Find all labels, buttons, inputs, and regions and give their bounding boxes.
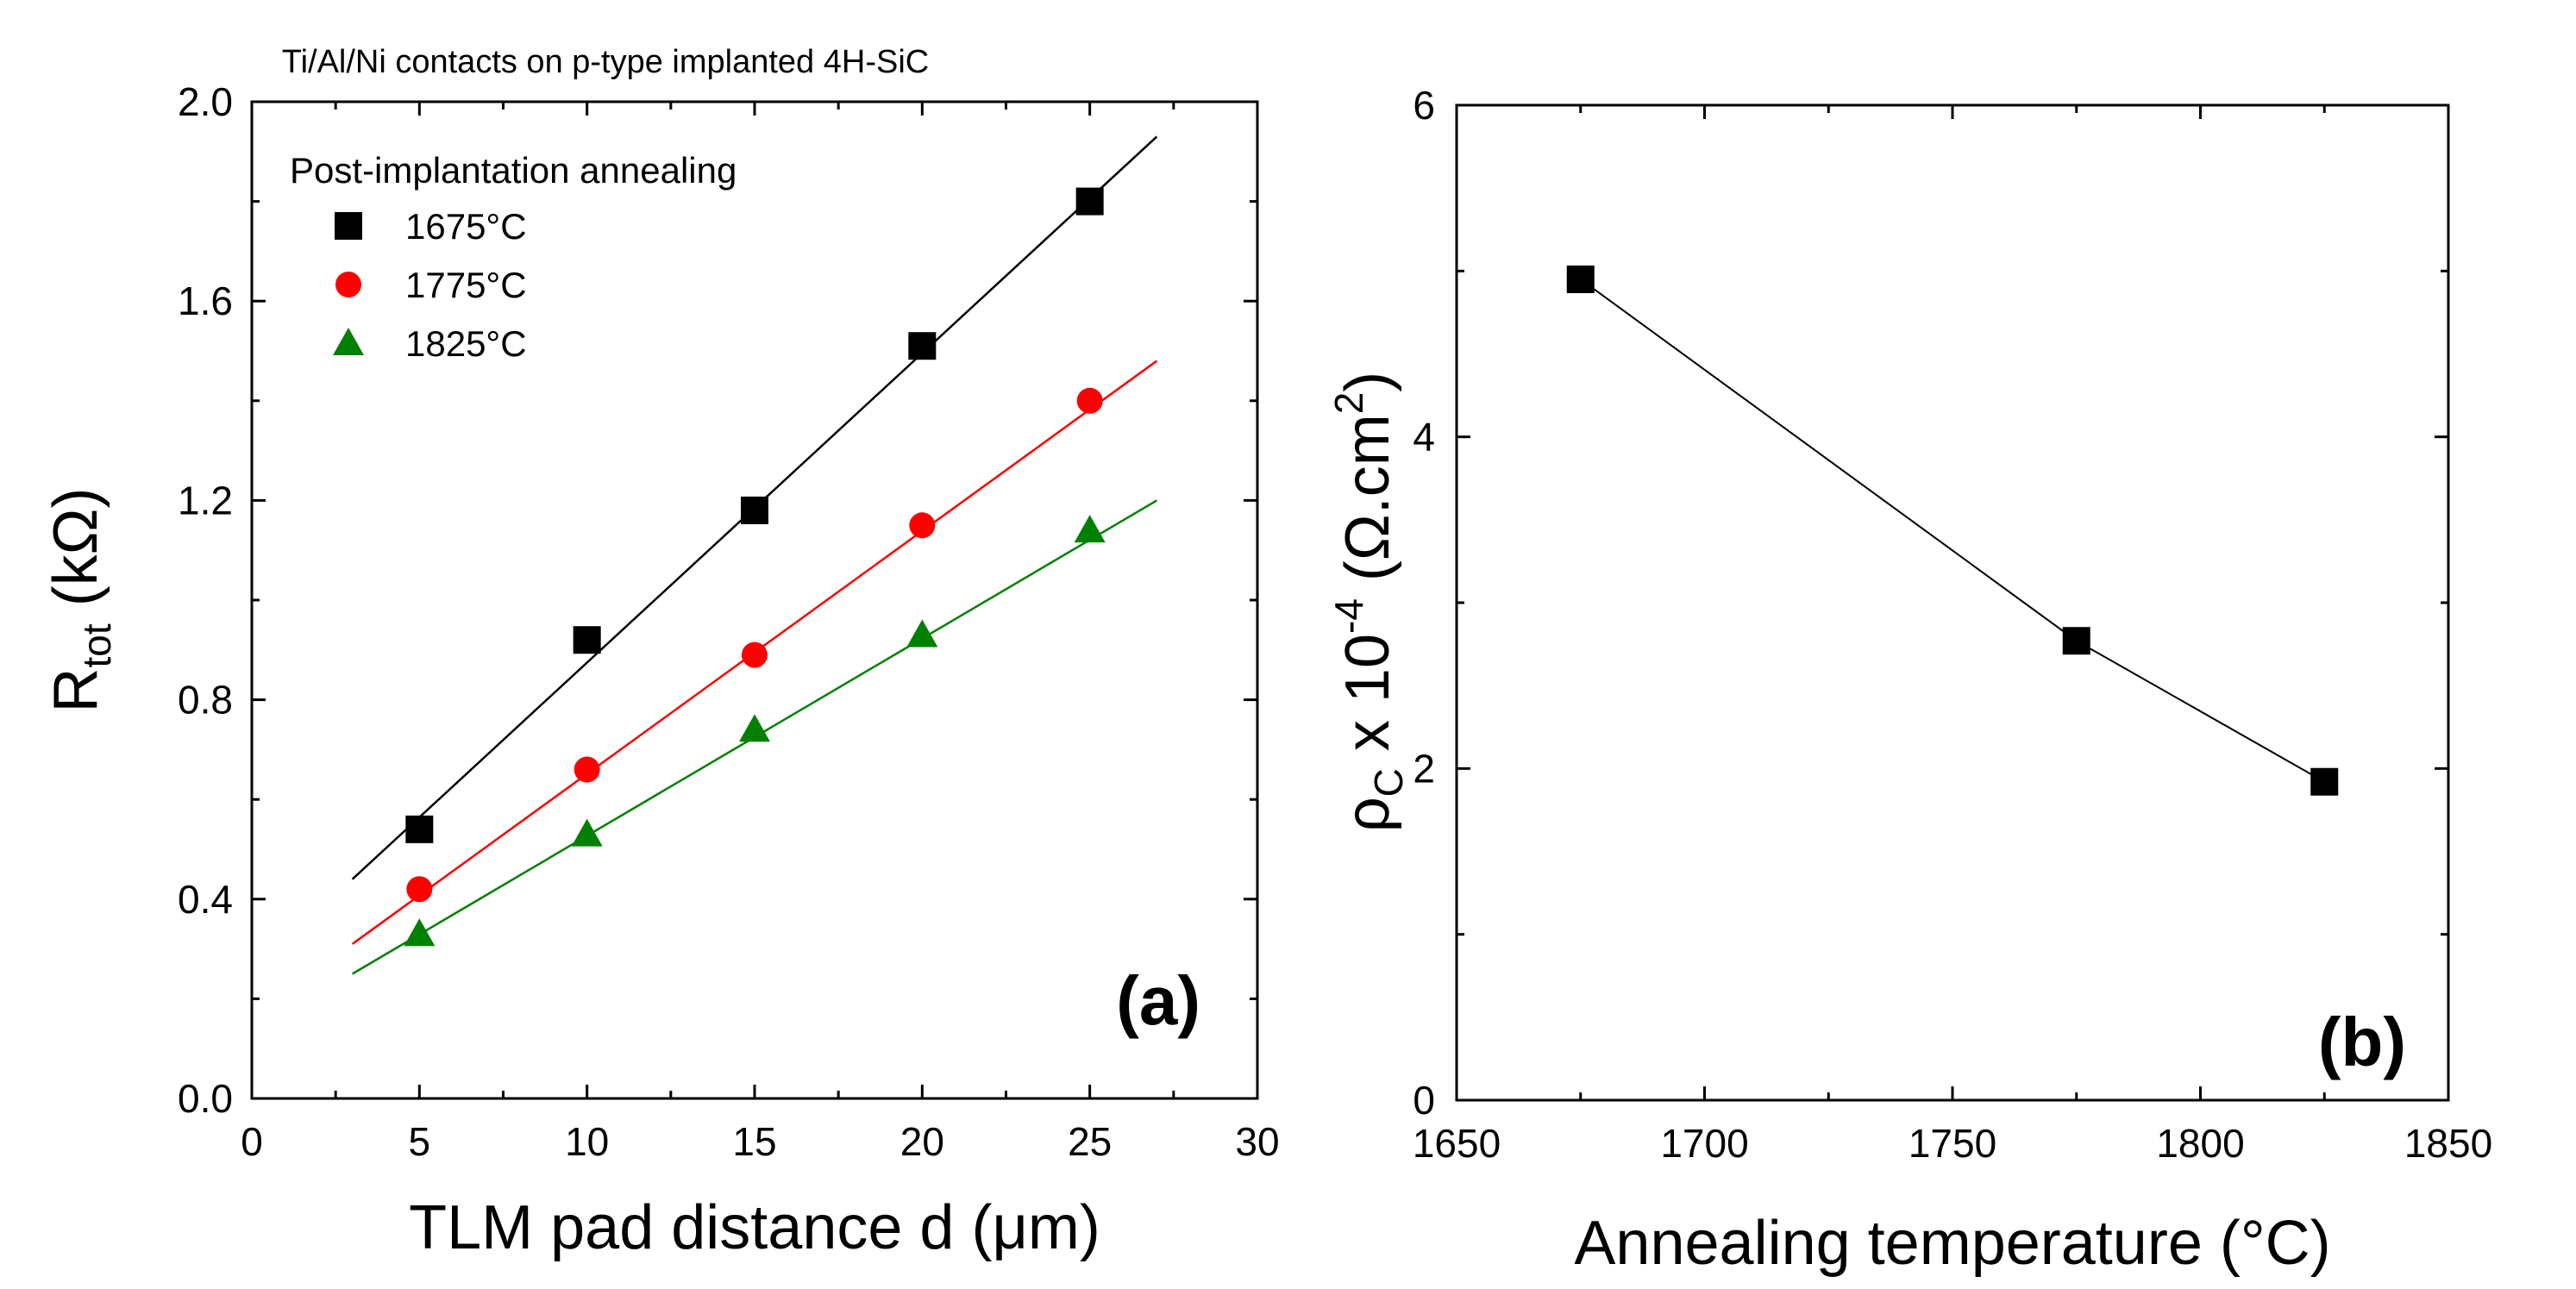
x-tick-label: 15 [732,1119,776,1164]
y-axis-title-b-sup: -4 [1326,598,1371,634]
chart-title-a: Ti/Al/Ni contacts on p-type implanted 4H… [282,44,929,80]
y-axis-title-a-rest: (kΩ) [41,488,110,624]
data-point [2062,627,2090,655]
y-axis-title-b-unit: (Ω.cm [1333,414,1402,598]
y-tick-label: 0 [1413,1078,1435,1123]
x-tick-label: 20 [900,1119,944,1164]
legend-a: Post-implantation annealing 1675°C 1775°C… [290,150,736,364]
plot-frame-b [1455,103,2450,1102]
tick-labels-b: 1650 1700 1750 1800 1850 0 2 4 6 [1413,83,2492,1166]
data-point [1076,387,1103,414]
x-tick-label: 1800 [2156,1121,2244,1166]
panel-a: Ti/Al/Ni contacts on p-type implanted 4H… [41,44,1280,1262]
x-tick-label: 5 [409,1119,431,1164]
data-point [406,876,433,903]
x-tick-label: 1700 [1660,1121,1748,1166]
y-tick-label: 2.0 [178,79,233,124]
data-point [2310,767,2339,796]
data-point [404,918,436,947]
x-tick-label: 25 [1068,1119,1112,1164]
data-point [573,756,600,783]
y-axis-title-b: ρC x 10-4 (Ω.cm2) [1326,372,1411,833]
axis-ticks-b [1455,103,2450,1102]
data-point [1075,187,1104,216]
data-point [571,818,603,847]
y-tick-label: 0.8 [178,678,233,723]
x-tick-label: 1850 [2404,1121,2492,1166]
y-tick-label: 0.0 [178,1076,233,1121]
fit-lines-a [351,135,1158,975]
data-markers-a [404,187,1106,947]
data-point [906,619,938,648]
y-tick-label: 2 [1413,746,1435,791]
legend-label: 1675°C [405,206,527,247]
data-point [739,714,770,742]
data-point [573,626,601,654]
y-tick-label: 4 [1413,415,1435,460]
legend-title: Post-implantation annealing [290,150,736,191]
y-tick-label: 1.6 [178,278,233,323]
y-axis-title-b-unit-sup: 2 [1326,392,1371,415]
x-tick-label: 1650 [1413,1121,1501,1166]
y-axis-title-b-mid: x 10 [1333,634,1402,768]
y-axis-title-b-main: ρ [1333,797,1402,832]
data-point [742,641,768,668]
legend-marker [335,212,362,240]
data-markers-b [1566,265,2339,796]
y-tick-label: 1.2 [178,478,233,522]
plot-frame-a [250,100,1259,1100]
data-point [405,815,434,843]
x-axis-title-b: Annealing temperature (°C) [1574,1209,2330,1278]
y-axis-title-a-main: R [41,667,110,712]
data-point [908,332,937,360]
x-tick-label: 10 [565,1119,609,1164]
data-point [741,496,768,524]
axis-ticks-a [250,100,1259,1100]
x-tick-label: 0 [241,1119,263,1164]
x-tick-label: 30 [1235,1119,1279,1164]
series-line-0 [1580,278,2325,783]
y-axis-title-a-sub: tot [74,623,119,667]
tick-labels-a: 0 5 10 15 20 25 30 0.0 0.4 0.8 1.2 1.6 2.0 [178,79,1280,1164]
data-point [1074,515,1106,543]
y-axis-title-a: Rtot (kΩ) [41,488,119,713]
legend-label: 1825°C [405,323,527,364]
panel-b: 1650 1700 1750 1800 1850 0 2 4 6 (b) Annealing t… [1326,83,2492,1278]
legend-marker [333,328,364,355]
y-axis-title-b-sub: C [1366,768,1411,797]
panel-label-a: (a) [1116,962,1200,1039]
legend-label: 1775°C [405,265,527,305]
legend-marker [335,272,361,297]
data-point [909,512,936,539]
x-tick-label: 1750 [1908,1121,1996,1166]
data-point [1566,265,1595,293]
y-tick-label: 6 [1413,83,1435,128]
x-axis-title-a: TLM pad distance d (μm) [409,1193,1100,1262]
y-tick-label: 0.4 [178,877,233,922]
y-axis-title-b-end: ) [1333,372,1402,392]
panel-label-b: (b) [2318,1004,2406,1080]
connect-lines-b [1580,278,2325,783]
